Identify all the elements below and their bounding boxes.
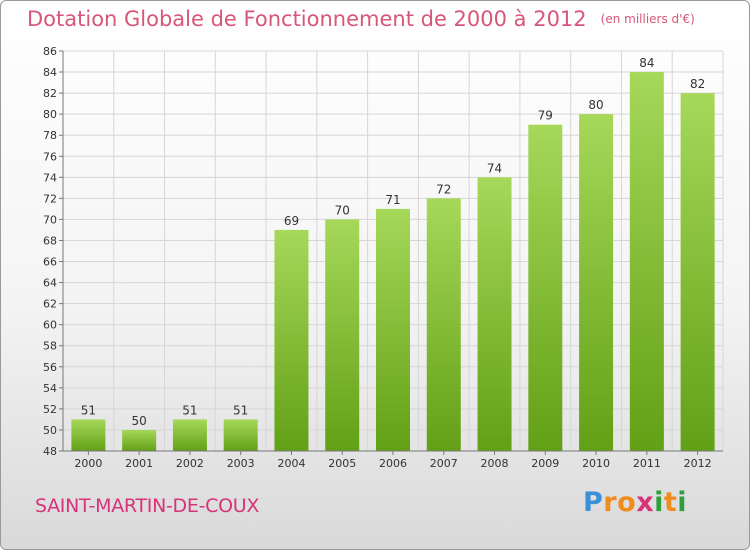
x-tick-label: 2001 [125,457,153,470]
y-tick-label: 60 [43,319,57,332]
commune-name: SAINT-MARTIN-DE-COUX [35,495,260,517]
y-tick-label: 82 [43,87,57,100]
proxiti-logo: Proxiti [583,487,687,518]
bar-value-label: 50 [132,414,147,428]
y-tick-label: 86 [43,45,57,58]
logo-letter: i [677,487,688,518]
y-tick-label: 66 [43,256,57,269]
bar [223,419,258,451]
logo-letter: x [636,487,655,518]
bar-value-label: 51 [182,403,197,417]
bar [274,229,309,451]
bar-value-label: 84 [639,56,654,70]
x-tick-label: 2012 [684,457,712,470]
x-tick-label: 2008 [481,457,509,470]
bar [629,72,664,451]
bar [426,198,461,451]
y-tick-label: 48 [43,445,57,458]
x-tick-label: 2000 [74,457,102,470]
y-tick-label: 72 [43,192,57,205]
title-text: Dotation Globale de Fonctionnement de 20… [27,7,587,31]
y-tick-label: 74 [43,171,57,184]
bar [122,429,157,451]
x-tick-label: 2003 [227,457,255,470]
y-tick-label: 68 [43,234,57,247]
bar [528,124,563,452]
bar-value-label: 74 [487,161,502,175]
bar-value-label: 70 [335,203,350,217]
logo-letter: r [603,487,618,518]
logo-letter: o [617,487,637,518]
logo-letter: t [663,487,678,518]
bar [680,93,715,452]
y-tick-label: 76 [43,150,57,163]
y-tick-label: 78 [43,129,57,142]
chart-title: Dotation Globale de Fonctionnement de 20… [27,7,695,31]
bar-value-label: 51 [233,403,248,417]
y-tick-label: 52 [43,403,57,416]
bar-value-label: 80 [588,98,603,112]
y-tick-label: 64 [43,277,57,290]
y-tick-label: 84 [43,66,57,79]
bar [579,114,614,451]
x-tick-label: 2011 [633,457,661,470]
bar-value-label: 71 [385,193,400,207]
x-tick-label: 2004 [277,457,305,470]
bar [71,419,106,451]
bar [477,177,512,451]
chart-subtitle: (en milliers d'€) [600,12,695,26]
bar-value-label: 51 [81,403,96,417]
y-tick-label: 70 [43,213,57,226]
x-tick-label: 2009 [531,457,559,470]
x-tick-label: 2007 [430,457,458,470]
x-tick-label: 2005 [328,457,356,470]
y-tick-label: 58 [43,340,57,353]
x-tick-label: 2006 [379,457,407,470]
bar-value-label: 69 [284,214,299,228]
bar [325,219,360,451]
logo-letter: i [654,487,664,518]
bar [172,419,207,451]
bar-value-label: 82 [690,77,705,91]
y-tick-label: 80 [43,108,57,121]
y-tick-label: 62 [43,298,57,311]
y-tick-label: 56 [43,361,57,374]
y-tick-label: 54 [43,382,57,395]
bar-value-label: 79 [538,109,553,123]
y-tick-label: 50 [43,424,57,437]
bar-value-label: 72 [436,182,451,196]
x-tick-label: 2010 [582,457,610,470]
logo-letter: P [583,487,604,518]
x-tick-label: 2002 [176,457,204,470]
bar [376,208,410,451]
